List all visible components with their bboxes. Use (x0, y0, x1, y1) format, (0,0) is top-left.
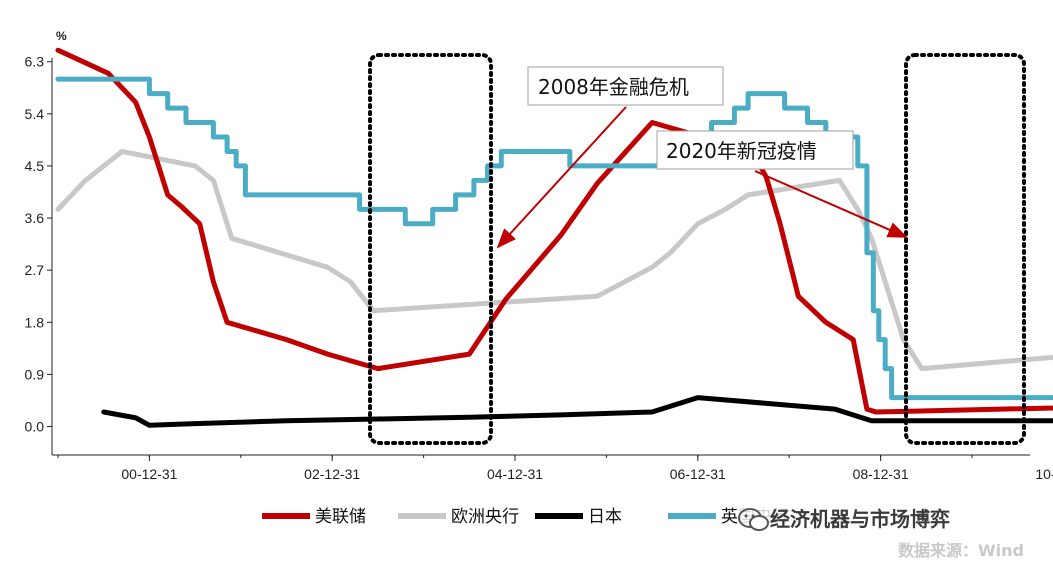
y-tick-group: 6.3 5.4 4.5 3.6 2.7 1.8 0.9 0.0 (25, 54, 52, 435)
y-tick-label: 4.5 (25, 158, 45, 174)
callout-box-2008 (527, 66, 724, 106)
y-tick-label: 5.4 (25, 106, 45, 122)
watermark-text: 经济机器与市场博弈 (770, 507, 950, 531)
wechat-icon (738, 508, 769, 531)
x-tick-label: 06-12-31 (670, 466, 726, 482)
series-line-boj (101, 395, 1053, 428)
covid-2020-box (904, 53, 1026, 445)
callout-box-2020 (656, 130, 854, 170)
watermark: 经济机器与市场博弈 数据来源：Wind (737, 502, 1027, 560)
y-tick-label: 6.3 (25, 54, 45, 70)
crisis-2008-box (368, 53, 493, 445)
x-tick-label: 08-12-31 (853, 466, 909, 482)
series-layer (55, 47, 1053, 428)
data-source-label: 数据来源：Wind (898, 541, 1024, 560)
y-tick-label: 0.0 (25, 419, 45, 435)
legend: 美联储 欧洲央行 日本 英国央行 (262, 507, 789, 527)
y-tick-label: 2.7 (25, 262, 45, 278)
x-tick-label: 10-12-31 (1035, 466, 1053, 482)
legend-label-boj: 日本 (588, 507, 622, 527)
callout-label-2008: 2008年金融危机 (538, 75, 689, 99)
y-unit-label: % (56, 29, 67, 43)
legend-label-ecb: 欧洲央行 (451, 507, 519, 527)
x-tick-label: 02-12-31 (304, 466, 360, 482)
legend-label-fed: 美联储 (315, 507, 366, 527)
x-tick-label: 00-12-31 (121, 466, 177, 482)
callout-label-2020: 2020年新冠疫情 (666, 139, 817, 163)
y-tick-label: 1.8 (25, 314, 45, 330)
x-tick-label: 04-12-31 (487, 466, 543, 482)
y-tick-label: 3.6 (25, 210, 45, 226)
callout-arrow-2008 (496, 106, 627, 249)
watermark-backdrop (737, 502, 1027, 534)
series-line-ecb (55, 149, 1053, 372)
y-tick-label: 0.9 (25, 366, 45, 382)
x-tick-group: 00-12-31 02-12-31 04-12-31 06-12-31 08-12-31… (57, 455, 1053, 482)
callout-arrow-2020 (754, 170, 908, 238)
